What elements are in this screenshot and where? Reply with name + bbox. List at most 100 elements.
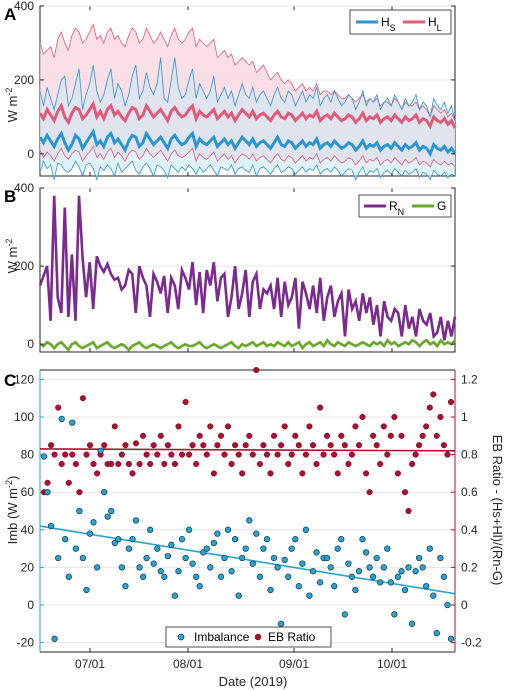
imbalance-point	[228, 568, 235, 575]
imbalance-point	[444, 601, 451, 609]
hs-min-line	[39, 160, 456, 182]
panel-b-ytick-label: 400	[14, 181, 34, 195]
eb-ratio-point	[309, 442, 317, 449]
panel-c-ytick-label-left: 20	[21, 560, 35, 574]
imbalance-point	[253, 530, 260, 537]
imbalance-point	[359, 536, 366, 543]
eb-ratio-point	[306, 423, 313, 430]
eb-ratio-point	[274, 451, 281, 458]
imbalance-point	[288, 545, 295, 552]
eb-ratio-legend-marker	[254, 633, 262, 641]
panel-a-plot: 0 200 400 HS HL	[14, 0, 457, 182]
imbalance-point	[316, 579, 324, 586]
imbalance-point	[415, 554, 423, 562]
imbalance-point	[93, 564, 101, 571]
imbalance-point	[302, 526, 310, 533]
eb-ratio-point	[76, 489, 83, 496]
imbalance-point	[132, 517, 140, 524]
panel-c-ytick-label-left: -20	[17, 636, 35, 650]
panel-c-ytick-label-left: 0	[27, 598, 34, 612]
imbalance-point	[125, 545, 133, 552]
panel-b-legend-box	[358, 194, 452, 218]
imbalance-point	[178, 536, 186, 543]
imbalance-point	[168, 541, 175, 548]
panel-c-xtick-label: 10/01	[377, 657, 407, 671]
eb-ratio-point	[416, 442, 423, 449]
imbalance-point	[373, 554, 380, 562]
imbalance-point	[387, 579, 394, 586]
panel-a-ylabel: W m-2	[4, 88, 20, 123]
hs-legend-label: HS	[381, 15, 396, 33]
eb-ratio-point	[207, 423, 214, 430]
imbalance-point	[412, 568, 419, 575]
imbalance-point	[83, 586, 90, 594]
panel-c-plot: -20 0 20 40 60 80 100 120 -0.2 0 0.2 0.4 0.6 0.8 1 1.2 0…	[14, 366, 482, 671]
x-axis-label: Date (2019)	[219, 674, 288, 689]
eb-ratio-point	[437, 413, 444, 421]
imbalance-point	[97, 447, 104, 454]
hl-series-line	[38, 100, 457, 130]
panel-c-xtick-label: 09/01	[279, 657, 309, 671]
eb-ratio-point	[72, 460, 79, 468]
panel-c-ytick-label-left: 80	[21, 448, 35, 462]
panel-c-bg	[40, 370, 455, 652]
eb-ratio-point	[210, 470, 217, 477]
panel-b-legend: RN G	[358, 194, 452, 218]
eb-ratio-point	[387, 432, 394, 439]
eb-ratio-point	[334, 470, 341, 477]
panel-c-xtick-label: 07/01	[75, 657, 105, 671]
imbalance-point	[426, 545, 433, 552]
eb-ratio-point	[331, 451, 338, 458]
eb-ratio-point	[193, 460, 200, 468]
imbalance-point	[129, 536, 136, 543]
imbalance-point	[260, 545, 267, 552]
eb-ratio-point	[157, 432, 164, 439]
eb-ratio-point	[398, 432, 405, 439]
imbalance-point	[196, 583, 203, 590]
eb-ratio-point	[94, 470, 101, 477]
imbalance-point	[72, 545, 80, 552]
imbalance-point	[263, 536, 271, 543]
imbalance-point	[242, 545, 249, 552]
panel-c-ytick-label-right: 0.4	[461, 523, 478, 537]
imbalance-point	[193, 573, 200, 580]
panel-a-letter: A	[4, 5, 16, 24]
imbalance-point	[380, 564, 387, 571]
eb-ratio-point	[217, 432, 225, 439]
eb-ratio-point	[433, 432, 440, 439]
imbalance-point	[341, 611, 348, 618]
eb-ratio-point	[65, 479, 72, 486]
eb-ratio-point	[345, 460, 352, 468]
imbalance-point	[256, 573, 264, 580]
imbalance-point	[143, 554, 150, 562]
g-legend-label: G	[437, 199, 446, 213]
eb-ratio-point	[278, 442, 285, 449]
hl-max-line	[39, 23, 456, 121]
eb-ratio-point	[44, 479, 51, 486]
panel-a-ytick-label: 400	[14, 0, 34, 13]
eb-ratio-point	[83, 451, 90, 458]
eb-ratio-point	[235, 451, 242, 458]
imbalance-point	[285, 573, 292, 580]
eb-ratio-point	[182, 398, 189, 406]
imbalance-point	[171, 592, 179, 599]
imbalance-point	[348, 573, 356, 580]
eb-ratio-point	[111, 423, 118, 430]
eb-ratio-point	[253, 366, 260, 374]
eb-ratio-point	[302, 451, 309, 458]
imbalance-point	[249, 560, 256, 567]
eb-ratio-point	[270, 432, 278, 439]
eb-ratio-point	[299, 470, 306, 477]
eb-ratio-point	[281, 423, 288, 430]
eb-ratio-point	[132, 440, 140, 447]
imbalance-point	[281, 556, 288, 564]
imbalance-point	[101, 489, 108, 496]
eb-ratio-point	[186, 451, 193, 458]
eb-ratio-point	[154, 451, 161, 458]
imbalance-point	[306, 592, 313, 599]
eb-ratio-point	[263, 451, 271, 458]
imbalance-point	[76, 507, 83, 515]
panel-c-ytick-label-right: 0.8	[461, 448, 478, 462]
eb-ratio-point	[380, 423, 387, 430]
panel-c-ytick-label-right: 1	[461, 410, 468, 424]
